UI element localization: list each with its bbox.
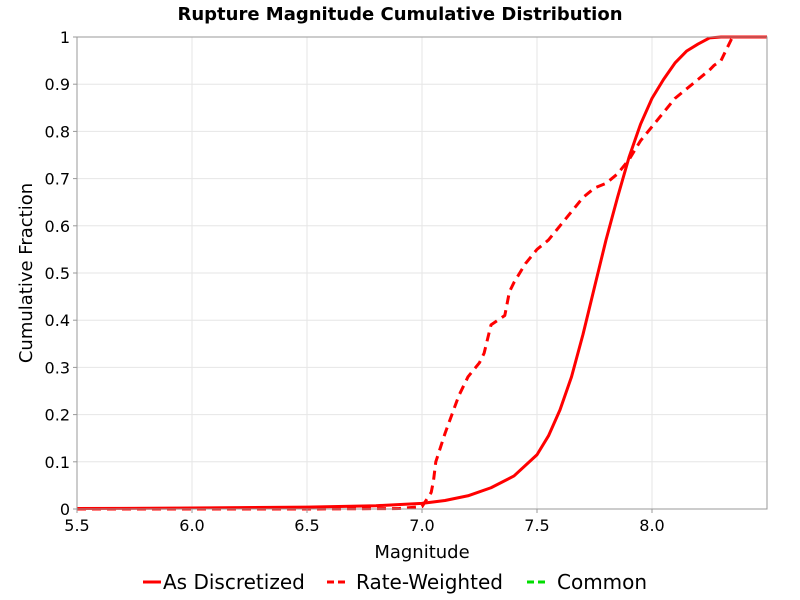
x-tick-label: 6.0 (179, 516, 204, 535)
series-line-rate-weighted (77, 35, 767, 511)
series-layer (76, 35, 767, 511)
y-tick-label: 0.1 (45, 453, 70, 472)
x-tick-label: 6.5 (294, 516, 319, 535)
y-tick-label: 1 (60, 28, 70, 47)
x-tick-label: 5.5 (64, 516, 89, 535)
y-tick-label: 0.9 (45, 75, 70, 94)
legend-label-as-discretized: As Discretized (163, 570, 305, 594)
y-tick-label: 0.7 (45, 170, 70, 189)
x-axis-label: Magnitude (374, 542, 469, 563)
legend-label-rate-weighted: Rate-Weighted (356, 570, 503, 594)
y-axis-label: Cumulative Fraction (16, 183, 37, 363)
y-tick-label: 0.5 (45, 264, 70, 283)
y-tick-label: 0.6 (45, 217, 70, 236)
x-tick-label: 8.0 (639, 516, 664, 535)
y-tick-label: 0 (60, 500, 70, 519)
x-axis-ticks: 5.5 6.0 6.5 7.0 7.5 8.0 (64, 509, 665, 535)
y-axis-ticks: 0 0.1 0.2 0.3 0.4 0.5 0.6 0.7 0.8 0.9 1 (45, 28, 77, 519)
x-tick-label: 7.5 (524, 516, 549, 535)
chart-title: Rupture Magnitude Cumulative Distributio… (177, 4, 622, 25)
y-tick-label: 0.8 (45, 122, 70, 141)
y-tick-label: 0.4 (45, 311, 70, 330)
y-tick-label: 0.2 (45, 406, 70, 425)
x-tick-label: 7.0 (409, 516, 434, 535)
legend: As Discretized Rate-Weighted Common (143, 570, 647, 594)
legend-label-common: Common (557, 570, 647, 594)
y-tick-label: 0.3 (45, 358, 70, 377)
series-line-as-discretized (76, 35, 767, 511)
